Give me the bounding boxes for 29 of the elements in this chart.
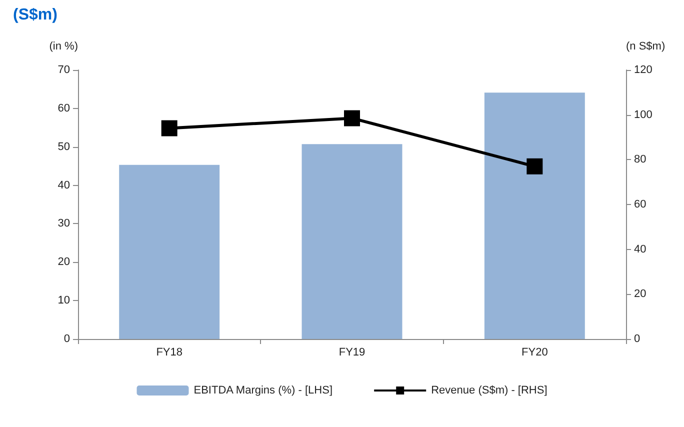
y2-tick-label: 40 [634,243,646,256]
x-tick-label: FY20 [522,346,548,358]
y2-tick-label: 60 [634,198,646,210]
bar [484,92,585,339]
y-tick-label: 20 [58,256,70,268]
y2-tick-label: 0 [634,333,640,345]
y-tick-label: 40 [58,179,70,192]
y-tick-label: 50 [58,140,70,153]
y2-tick-label: 80 [634,154,646,166]
x-tick-label: FY18 [156,346,182,358]
legend-label: EBITDA Margins (%) - [LHS] [194,384,333,396]
point [526,158,543,174]
y-tick-label: 0 [64,333,70,345]
point [344,110,360,126]
legend-label: Revenue (S$m) - [RHS] [431,384,548,396]
point [161,120,178,136]
bar [119,164,220,339]
y-tick-label: 30 [58,218,70,230]
y2-tick-label: 120 [634,64,652,76]
chart-title: (S$m) [13,6,58,24]
y2-axis-title: (n S$m) [626,40,666,52]
y-tick-label: 10 [58,294,70,307]
y-tick-label: 60 [58,102,70,114]
y-tick-label: 70 [58,64,70,76]
bar [302,144,402,339]
x-tick-label: FY19 [338,346,366,358]
y2-tick-label: 100 [634,108,652,121]
y-axis-title: (in %) [49,40,78,52]
y2-tick-label: 20 [634,288,646,300]
